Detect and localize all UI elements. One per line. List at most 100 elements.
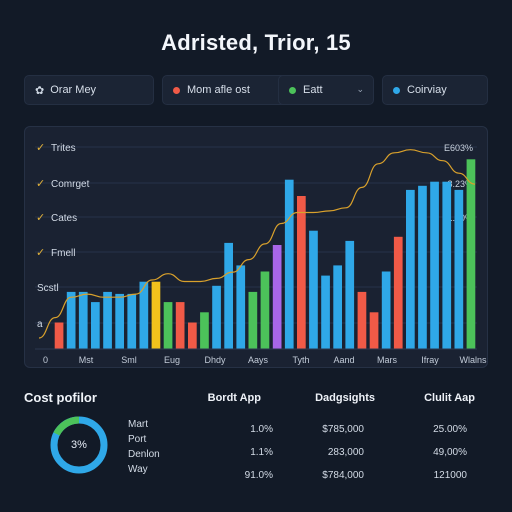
bar-chart: ✓TritesE603%✓Comrget8.23%✓Cates1.00%✓Fme… [35,141,487,365]
page-title: Adristed, Trior, 15 [161,30,351,55]
gear-icon: ✿ [35,84,45,97]
bar [454,189,464,349]
bar [430,181,439,349]
check-icon: ✓ [36,246,45,259]
donut-ring-green [53,416,80,436]
x-tick-label: Wlalns [459,355,487,365]
legend-label: Fmell [51,248,75,259]
legend-label: Cates [51,213,77,224]
column-header: Clulit Aap [424,392,475,404]
bar [393,236,403,349]
bar [236,265,246,349]
bar [297,196,306,349]
donut-label: 3% [71,439,87,451]
filter-label: Coirviay [407,84,447,96]
table-cell: 25.00% [433,424,467,435]
bar [418,185,427,349]
trend-line [38,149,476,339]
table-cell: 1.0% [250,424,273,435]
chart-panel: ✓TritesE603%✓Comrget8.23%✓Cates1.00%✓Fme… [24,126,488,368]
summary-title: Cost pofilor [24,390,97,405]
table-cell: 49,00% [433,447,467,458]
filter-label: Orar Mey [50,84,97,96]
row-label: Mart [128,419,148,430]
x-tick-label: Ifray [421,355,439,365]
donut-chart [50,416,108,474]
bar [224,242,233,349]
x-tick-label: Aand [333,355,354,365]
column-values: $785,000 283,000 $784,000 [322,418,364,487]
filter-east[interactable]: Eatt ⌄ [278,75,374,105]
summary-row-labels: Mart Port Denlon Way [128,417,160,477]
x-tick-label: Eug [164,355,180,365]
bar [466,159,476,349]
status-dot-icon [173,86,180,94]
bar [357,291,367,349]
bar [260,271,270,349]
check-icon: ✓ [36,141,45,154]
bar [78,291,88,349]
bar [103,291,112,349]
filter-label: Mom afle ost [187,84,250,96]
bar [115,293,124,349]
bar [175,302,185,349]
bar [442,181,452,349]
bar [91,302,100,349]
bar [284,179,294,349]
bar [200,312,209,349]
x-tick-label: Aays [248,355,269,365]
table-cell: 91.0% [244,470,273,481]
filter-country[interactable]: Coirviay [382,75,488,105]
bar [333,265,342,349]
legend-value: E603% [444,143,473,153]
table-cell: 1.1% [250,447,273,458]
filter-bar: ✿ Orar Mey Mom afle ost ⌄ Eatt ⌄ Coirvia… [24,75,488,105]
bar [369,312,379,349]
bar [321,275,330,349]
row-label: Denlon [128,449,160,460]
filter-metric[interactable]: Mom afle ost ⌄ [162,75,298,105]
bar [248,291,258,349]
bar [345,240,355,349]
table-cell: $785,000 [322,424,364,435]
status-dot-icon [393,86,400,94]
bar [212,285,221,349]
bar [406,189,415,349]
row-label: Way [128,464,148,475]
column-header: Dadgsights [315,392,375,404]
bar [309,230,318,349]
legend-value: 8.23% [447,179,473,189]
x-tick-label: Dhdy [204,355,226,365]
legend-label: Scstl [37,283,59,294]
filter-overview[interactable]: ✿ Orar Mey [24,75,154,105]
status-dot-icon [289,86,296,94]
legend-label: Trites [51,143,76,154]
legend-label: Comrget [51,179,90,190]
x-tick-label: 0 [43,355,48,365]
legend-label: a [37,319,43,330]
check-icon: ✓ [36,177,45,190]
x-tick-label: Mars [377,355,397,365]
bar [139,281,149,349]
column-values: 1.0% 1.1% 91.0% [245,418,273,487]
column-header: Bordt App [207,392,261,404]
bar [66,291,76,349]
bar [188,322,197,349]
bar [381,271,391,349]
x-tick-label: Sml [121,355,137,365]
x-tick-label: Mst [79,355,94,365]
row-label: Port [128,434,147,445]
bar [272,245,282,349]
x-tick-label: Tyth [292,355,309,365]
bar [151,281,161,349]
filter-label: Eatt [303,84,323,96]
chevron-down-icon: ⌄ [356,84,364,94]
column-values: 25.00% 49,00% 121000 [433,418,467,487]
check-icon: ✓ [36,211,45,224]
table-cell: 121000 [433,470,467,481]
bar [54,322,64,349]
table-cell: 283,000 [327,447,364,458]
bar [163,302,173,349]
table-cell: $784,000 [322,470,364,481]
bar [127,293,137,349]
